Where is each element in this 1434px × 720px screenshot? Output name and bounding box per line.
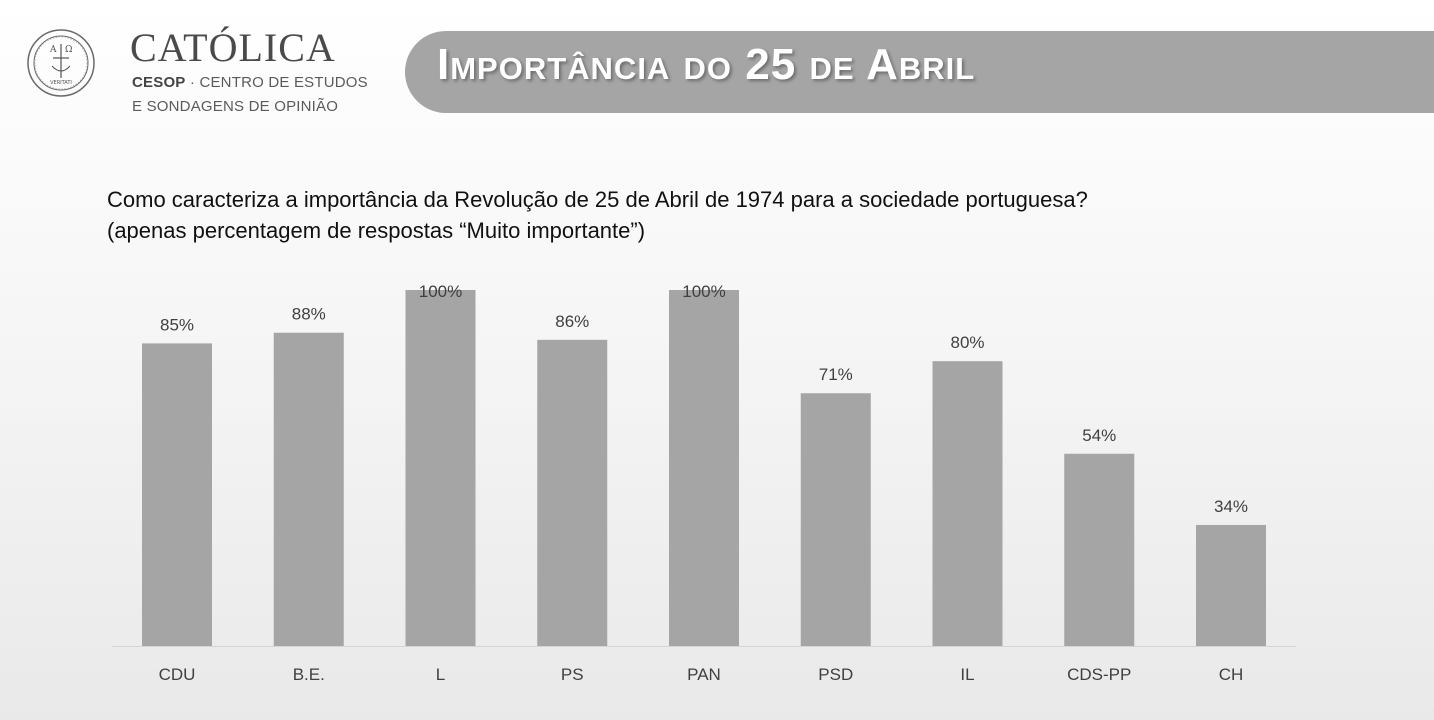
category-label: CDS-PP xyxy=(1067,665,1131,684)
data-label: 85% xyxy=(160,315,194,334)
category-label: IL xyxy=(960,665,974,684)
question-line-1: Como caracteriza a importância da Revolu… xyxy=(107,187,1088,212)
category-label: L xyxy=(436,665,445,684)
data-label: 34% xyxy=(1214,497,1248,516)
bar-b-e xyxy=(273,332,344,646)
category-label: CH xyxy=(1219,665,1244,684)
logo-subtitle-1: CESOP · CENTRO DE ESTUDOS xyxy=(132,74,368,91)
bar-ps xyxy=(537,339,608,646)
bar-l xyxy=(405,290,476,646)
svg-text:Ω: Ω xyxy=(65,45,72,55)
bar-psd xyxy=(800,393,871,646)
bar-cdu xyxy=(142,343,212,646)
university-seal-icon: A Ω VERITATI xyxy=(27,29,95,97)
data-label: 86% xyxy=(555,312,589,331)
catolica-logo: A Ω VERITATI CATÓLICA CESOP · CENTRO DE … xyxy=(26,28,368,120)
logo-subtitle-2: E SONDAGENS DE OPINIÃO xyxy=(132,98,339,115)
title-banner xyxy=(405,31,1434,113)
svg-text:VERITATI: VERITATI xyxy=(50,80,72,86)
logo-name: CATÓLICA xyxy=(130,25,336,70)
category-label: CDU xyxy=(159,665,196,684)
data-label: 100% xyxy=(682,282,725,301)
data-label: 100% xyxy=(419,282,462,301)
bar-pan xyxy=(669,290,739,646)
data-label: 71% xyxy=(819,365,853,384)
data-label: 88% xyxy=(292,305,326,324)
svg-text:A: A xyxy=(49,45,57,55)
category-label: PS xyxy=(561,665,584,684)
category-label: B.E. xyxy=(293,665,325,684)
bar-ch xyxy=(1196,524,1266,646)
chart-question: Como caracteriza a importância da Revolu… xyxy=(107,184,1307,246)
question-line-2: (apenas percentagem de respostas “Muito … xyxy=(107,218,646,243)
page-title: Importância do 25 de Abril xyxy=(437,40,976,89)
bar-cds-pp xyxy=(1064,453,1135,646)
data-label: 54% xyxy=(1082,426,1116,445)
category-label: PAN xyxy=(687,665,721,684)
data-label: 80% xyxy=(950,333,984,352)
category-label: PSD xyxy=(818,665,853,684)
bar-il xyxy=(932,361,1003,646)
